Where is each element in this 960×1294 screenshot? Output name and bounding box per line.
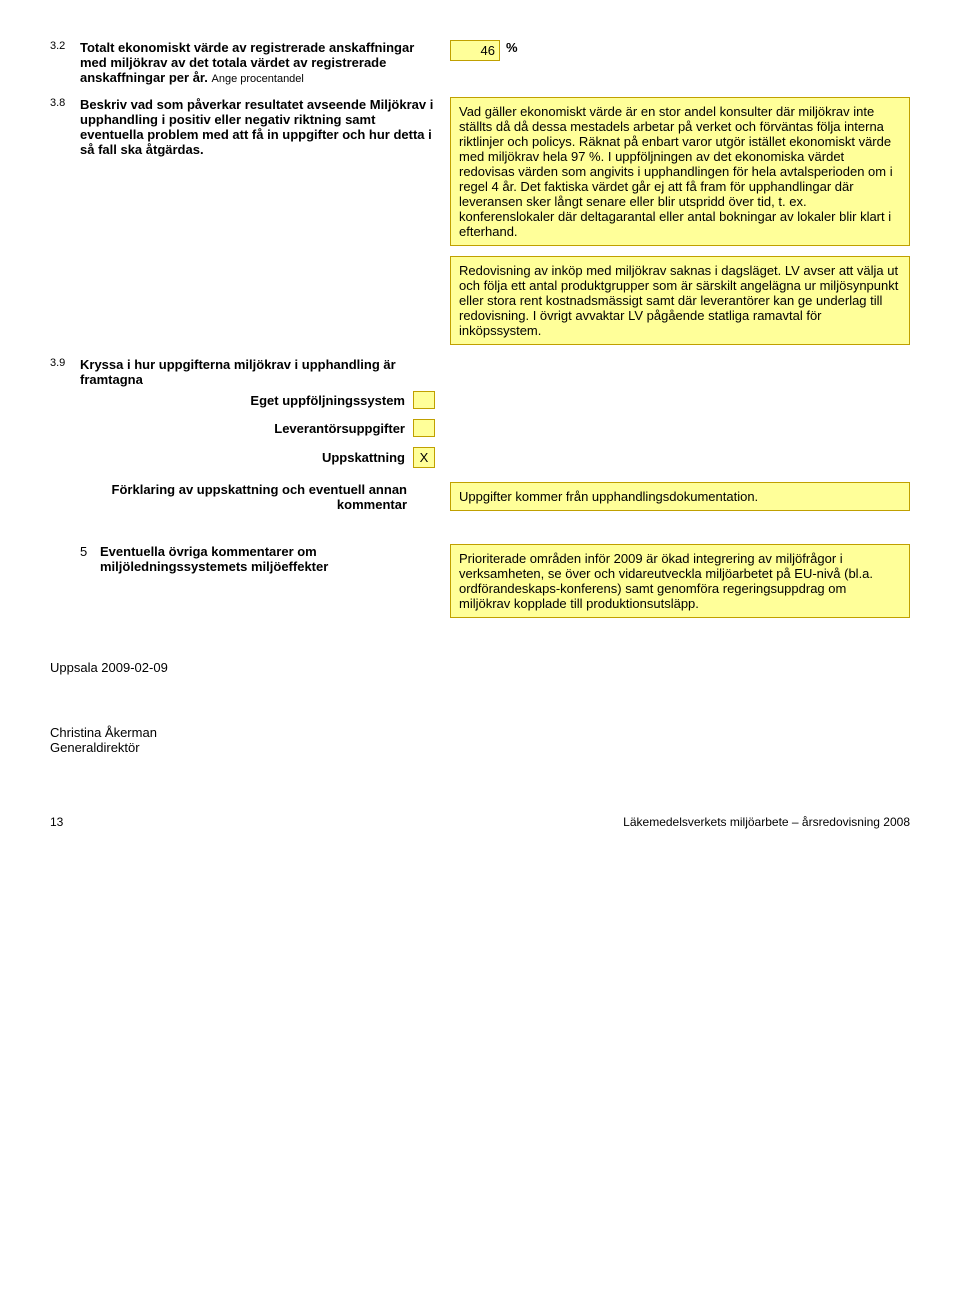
signer-name: Christina Åkerman (50, 725, 910, 740)
question-text: Kryssa i hur uppgifterna miljökrav i upp… (80, 357, 435, 387)
signer-title: Generaldirektör (50, 740, 910, 755)
question-number: 3.9 (50, 357, 80, 415)
answer-box[interactable]: Prioriterade områden inför 2009 är ökad … (450, 544, 910, 618)
checkbox-1[interactable] (413, 391, 435, 409)
place-date: Uppsala 2009-02-09 (50, 660, 910, 675)
answer-area (450, 357, 910, 415)
question-text: Eventuella övriga kommentarer om miljöle… (100, 544, 435, 618)
question-3-2: 3.2 Totalt ekonomiskt värde av registrer… (50, 40, 910, 85)
question-note: Ange procentandel (212, 73, 304, 85)
question-number: 3.8 (50, 97, 80, 345)
explanation-label: Förklaring av uppskattning och eventuell… (80, 482, 435, 512)
answer-box-1[interactable]: Vad gäller ekonomiskt värde är en stor a… (450, 97, 910, 246)
question-text-wrap: Totalt ekonomiskt värde av registrerade … (80, 40, 450, 85)
answer-box-2[interactable]: Redovisning av inköp med miljökrav sakna… (450, 256, 910, 345)
checkbox-2[interactable] (413, 419, 435, 437)
option-label-2: Leverantörsuppgifter (274, 421, 405, 436)
checkbox-3[interactable]: X (413, 447, 435, 468)
answer-area: Vad gäller ekonomiskt värde är en stor a… (450, 97, 910, 345)
question-5: 5 Eventuella övriga kommentarer om miljö… (50, 544, 910, 618)
question-3-9: 3.9 Kryssa i hur uppgifterna miljökrav i… (50, 357, 910, 415)
question-text: Beskriv vad som påverkar resultatet avse… (80, 97, 433, 157)
option-row-2: Leverantörsuppgifter (50, 419, 910, 443)
document-title: Läkemedelsverkets miljöarbete – årsredov… (623, 815, 910, 829)
question-number: 3.2 (50, 40, 80, 85)
question-text-wrap: Beskriv vad som påverkar resultatet avse… (80, 97, 450, 345)
answer-area: 46 % (450, 40, 910, 85)
question-3-8: 3.8 Beskriv vad som påverkar resultatet … (50, 97, 910, 345)
option-label-3: Uppskattning (322, 450, 405, 465)
page-footer: 13 Läkemedelsverkets miljöarbete – årsre… (50, 815, 910, 829)
sub-number: 5 (80, 544, 100, 618)
option-label-1: Eget uppföljningssystem (250, 393, 405, 408)
signature-block: Uppsala 2009-02-09 Christina Åkerman Gen… (50, 660, 910, 755)
explanation-row: Förklaring av uppskattning och eventuell… (50, 482, 910, 512)
option-row-3: Uppskattning X (50, 447, 910, 474)
value-box[interactable]: 46 (450, 40, 500, 61)
explanation-answer[interactable]: Uppgifter kommer från upphandlingsdokume… (450, 482, 910, 511)
question-text-wrap: Kryssa i hur uppgifterna miljökrav i upp… (80, 357, 450, 415)
percent-label: % (506, 40, 518, 55)
page-number: 13 (50, 815, 63, 829)
